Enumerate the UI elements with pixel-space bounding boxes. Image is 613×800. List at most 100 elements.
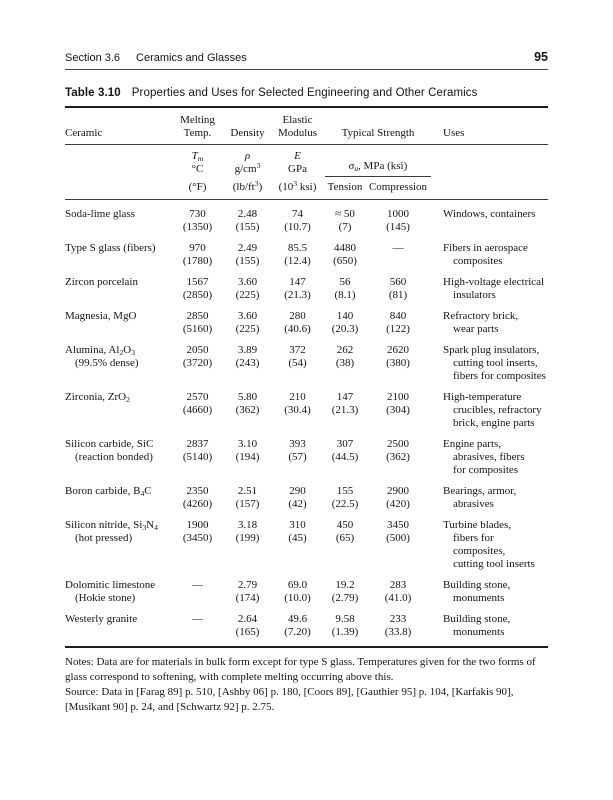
cell-line: (225) [235,322,260,335]
cell-modulus: 290 (42) [270,477,325,511]
cell-tension: 307 (44.5) [325,430,365,477]
cell-line: 85.5 [287,241,308,254]
table-row: Soda-lime glass 730 (1350) 2.48 (155) 74 (10.7… [65,199,548,234]
empty-cell [65,145,170,177]
cell-line: 155 [336,484,354,497]
table-header: Ceramic Melting Temp. Density Elastic Mo… [65,107,549,200]
cell-line: (7.20) [284,625,311,638]
cell-line: — [392,241,404,254]
cell-modulus: 74 (10.7) [270,199,325,234]
cell-uses: High-temperature crucibles, refractory bri… [431,383,548,430]
cell-modulus: 393 (57) [270,430,325,477]
section-label: Section 3.6 [65,52,121,64]
cell-uses: Windows, containers [431,199,548,234]
cell-tension: 9.58 (1.39) [325,605,365,647]
cell-uses: Fibers in aerospace composites [431,234,548,268]
cell-line: (650) [333,254,357,267]
cell-line: 2.49 [237,241,258,254]
empty-cell [65,176,170,200]
cell-compression: 283 (41.0) [365,571,431,605]
cell-compression: — [365,234,431,268]
cell-uses: Spark plug insulators, cutting tool inser… [431,336,548,383]
cell-compression: 2620 (380) [365,336,431,383]
cell-line: 49.6 [287,612,308,625]
cell-line: 310 [289,518,306,531]
cell-uses: Building stone, monuments [431,571,548,605]
cell-line: fibers for composites [453,369,546,382]
cell-uses: Bearings, armor, abrasives [431,477,548,511]
cell-line: abrasives [453,497,494,510]
cell-tension: 4480 (650) [325,234,365,268]
cell-line: for composites [453,463,519,476]
cell-line: (194) [235,450,260,463]
running-head: Section 3.6 Ceramics and Glasses 95 [65,50,548,70]
ceramics-table: Ceramic Melting Temp. Density Elastic Mo… [65,106,549,648]
cell-ceramic: Zirconia, ZrO2 [65,383,170,430]
notes-text: Notes: Data are for materials in bulk fo… [65,655,536,683]
cell-uses: Building stone, monuments [431,605,548,647]
cell-ceramic: Alumina, Al2O3 (99.5% dense) [65,336,170,383]
cell-line: (362) [386,450,410,463]
cell-line: (33.8) [384,625,412,638]
cell-line: (45) [288,531,307,544]
cell-line: 283 [389,578,407,591]
cell-modulus: 69.0 (10.0) [270,571,325,605]
cell-line: — [192,612,203,625]
cell-line: 147 [289,275,306,288]
cell-density: 3.60 (225) [225,268,270,302]
cell-density: 3.10 (194) [225,430,270,477]
unit-melting-si: Tm °C [170,145,225,177]
cell-line: 5.80 [237,390,258,403]
cell-ceramic: Silicon nitride, Si3N4 (hot pressed) [65,511,170,571]
cell-compression: 233 (33.8) [365,605,431,647]
cell-line: 2.51 [237,484,258,497]
header-row-units-si: Tm °C ρ g/cm3 E GPa σu, MPa (ksi) [65,144,548,177]
cell-line: (174) [235,591,260,604]
col-header-compression: Compression [365,176,432,200]
cell-modulus: 147 (21.3) [270,268,325,302]
table-notes: Notes: Data are for materials in bulk fo… [65,655,548,715]
cell-line: 1000 [387,207,409,220]
cell-line: (40.6) [284,322,311,335]
cell-density: 2.48 (155) [225,199,270,234]
cell-line: Windows, containers [443,207,536,220]
cell-line: (30.4) [284,403,311,416]
cell-line: (21.3) [331,403,359,416]
cell-line: monuments [453,591,505,604]
cell-compression: 2900 (420) [365,477,431,511]
cell-ceramic: Dolomitic limestone (Hokie stone) [65,571,170,605]
cell-line: Westerly granite [65,612,138,625]
cell-line: cutting tool inserts, [453,356,538,369]
cell-line: 2900 [387,484,409,497]
cell-line: 19.2 [335,578,355,591]
cell-tension: ≈ 50 (7) [325,199,365,234]
col-header-uses: Uses [431,107,549,145]
cell-line: 56 [339,275,351,288]
cell-line: (304) [386,403,410,416]
unit-line: °C [191,163,204,175]
unit-line: E [294,150,301,162]
unit-modulus-us: (103 ksi) [270,176,325,200]
table-row: Dolomitic limestone (Hokie stone) — 2.79 (17… [65,571,548,605]
cell-line: insulators [453,288,496,301]
cell-density: 5.80 (362) [225,383,270,430]
cell-line: 2.64 [237,612,258,625]
table-body: Soda-lime glass 730 (1350) 2.48 (155) 74 (10.7… [65,199,548,647]
cell-line: Dolomitic limestone [65,578,156,591]
cell-line: (3720) [182,356,213,369]
cell-line: (420) [386,497,410,510]
cell-line: (225) [235,288,260,301]
cell-uses: Engine parts, abrasives, fibers for compos… [431,430,548,477]
cell-line: 307 [336,437,354,450]
cell-line: (199) [235,531,260,544]
cell-line: (2850) [182,288,213,301]
cell-density: 3.60 (225) [225,302,270,336]
col-header-melting: Melting Temp. [170,107,225,145]
cell-line: 2570 [186,390,209,403]
cell-line: High-voltage electrical [443,275,545,288]
cell-compression: 1000 (145) [365,199,431,234]
cell-line: (Hokie stone) [75,591,136,604]
cell-melting: 2050 (3720) [170,336,225,383]
cell-line: (38) [335,356,355,369]
cell-melting: 2350 (4260) [170,477,225,511]
